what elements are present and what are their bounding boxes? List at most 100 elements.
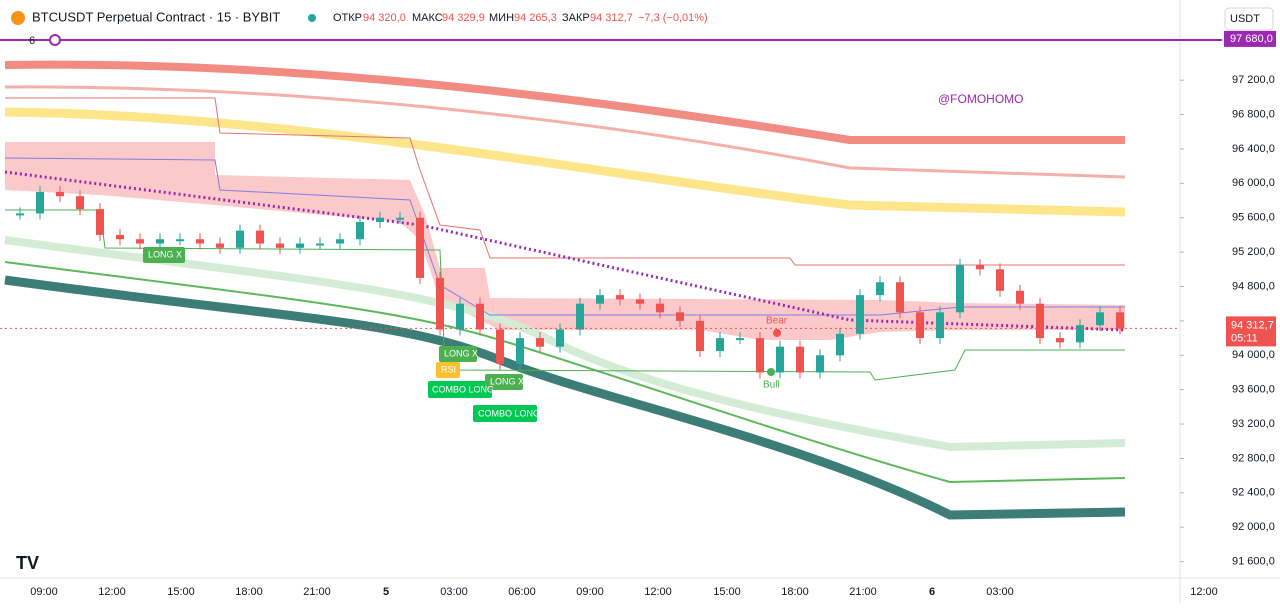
signal-dot: [767, 368, 775, 376]
candle-body: [1076, 325, 1084, 343]
candle-body: [676, 312, 684, 321]
candle-body: [136, 239, 144, 244]
ohlc-label: ОТКР: [333, 12, 362, 24]
candle-body: [56, 191, 64, 197]
x-tick-label: 18:00: [781, 586, 809, 598]
ohlc-value: 94 265,3: [514, 12, 557, 24]
band-line: [4, 170, 1126, 332]
candle-body: [636, 299, 644, 304]
candle-body: [816, 355, 824, 373]
x-tick-label: 21:00: [849, 586, 877, 598]
y-tick-label: 96 400,0: [1232, 143, 1275, 155]
candle-body: [76, 196, 84, 210]
candle-body: [396, 217, 404, 220]
candle-body: [996, 269, 1004, 291]
candle-body: [236, 230, 244, 248]
ohlc-value: 94 312,7: [590, 12, 633, 24]
last-price-box: [1226, 316, 1276, 347]
logo: TV: [16, 553, 39, 573]
cloud-band: [5, 142, 1125, 340]
y-tick-label: 96 800,0: [1232, 108, 1275, 120]
currency-button[interactable]: [1224, 7, 1274, 31]
candle-body: [356, 222, 364, 240]
candle-body: [436, 277, 444, 330]
annotation-box: [143, 247, 185, 263]
candle-body: [976, 265, 984, 270]
indicator-count[interactable]: 6: [29, 35, 35, 47]
candle-body: [156, 239, 164, 244]
x-tick-label: 03:00: [440, 586, 468, 598]
annotation: Bear: [766, 316, 788, 327]
y-tick-label: 95 600,0: [1232, 212, 1275, 224]
candle-body: [736, 338, 744, 341]
currency: USDT: [1230, 13, 1260, 25]
candle-body: [716, 338, 724, 351]
coin-icon: [11, 11, 25, 25]
candle-body: [616, 295, 624, 300]
candle-body: [216, 243, 224, 248]
band-line: [4, 60, 1125, 144]
last-price: 94 312,7: [1231, 319, 1274, 331]
x-tick-label: 12:00: [644, 586, 672, 598]
x-tick-label: 03:00: [986, 586, 1014, 598]
candle-body: [416, 217, 424, 278]
annotation-box: [428, 381, 492, 398]
signal-dot: [773, 329, 781, 337]
candle-body: [876, 282, 884, 296]
candle-body: [656, 303, 664, 313]
annotation: LONG X: [444, 348, 478, 358]
ohlc-value: 94 320,0: [363, 12, 406, 24]
annotation: COMBO LONG: [432, 384, 494, 394]
candle-body: [196, 239, 204, 244]
x-tick-label: 15:00: [167, 586, 195, 598]
annotation-box: [473, 405, 537, 422]
candle-body: [776, 346, 784, 373]
x-tick-label: 12:00: [98, 586, 126, 598]
level-box: [1224, 30, 1276, 47]
y-tick-label: 91 600,0: [1232, 556, 1275, 568]
candle-body: [256, 230, 264, 244]
annotation-box: [436, 362, 460, 378]
candle-body: [576, 303, 584, 330]
y-tick-label: 94 800,0: [1232, 280, 1275, 292]
ohlc-label: МАКС: [412, 12, 443, 24]
y-tick-label: 93 600,0: [1232, 384, 1275, 396]
annotations: [143, 247, 781, 422]
annotation: COMBO LONG: [478, 408, 540, 418]
annotation: RSI: [441, 364, 456, 374]
y-tick-label: 94 000,0: [1232, 349, 1275, 361]
candle-body: [296, 243, 304, 248]
candle-body: [456, 303, 464, 330]
x-tick-label: 6: [929, 586, 935, 598]
candle-body: [916, 312, 924, 339]
candle-body: [856, 295, 864, 334]
candle-body: [596, 295, 604, 304]
candle-body: [116, 234, 124, 240]
level-handle[interactable]: [49, 34, 61, 46]
candle-body: [756, 338, 764, 373]
annotation: LONG X: [148, 249, 182, 259]
candle-body: [336, 239, 344, 244]
candle-body: [376, 217, 384, 223]
y-tick-label: 92 000,0: [1232, 521, 1275, 533]
x-tick-label: 15:00: [713, 586, 741, 598]
candle-body: [696, 320, 704, 351]
candle-body: [176, 239, 184, 242]
candle-body: [836, 333, 844, 356]
annotation-box: [485, 374, 523, 390]
x-tick-label: 5: [383, 586, 389, 598]
candle-body: [36, 191, 44, 214]
ohlc-change: −7,3 (−0,01%): [638, 12, 708, 24]
annotation: Bull: [763, 380, 780, 391]
y-tick-label: 92 800,0: [1232, 452, 1275, 464]
y-tick-label: 96 000,0: [1232, 177, 1275, 189]
x-tick-label: 06:00: [508, 586, 536, 598]
band-line: [4, 107, 1126, 217]
countdown: 05:11: [1231, 332, 1258, 344]
symbol: BTCUSDT Perpetual Contract · 15 · BYBIT: [32, 9, 280, 24]
candle-body: [1056, 338, 1064, 343]
candle-body: [1036, 303, 1044, 339]
annotation: LONG X: [490, 376, 524, 386]
x-tick-label: 09:00: [576, 586, 604, 598]
